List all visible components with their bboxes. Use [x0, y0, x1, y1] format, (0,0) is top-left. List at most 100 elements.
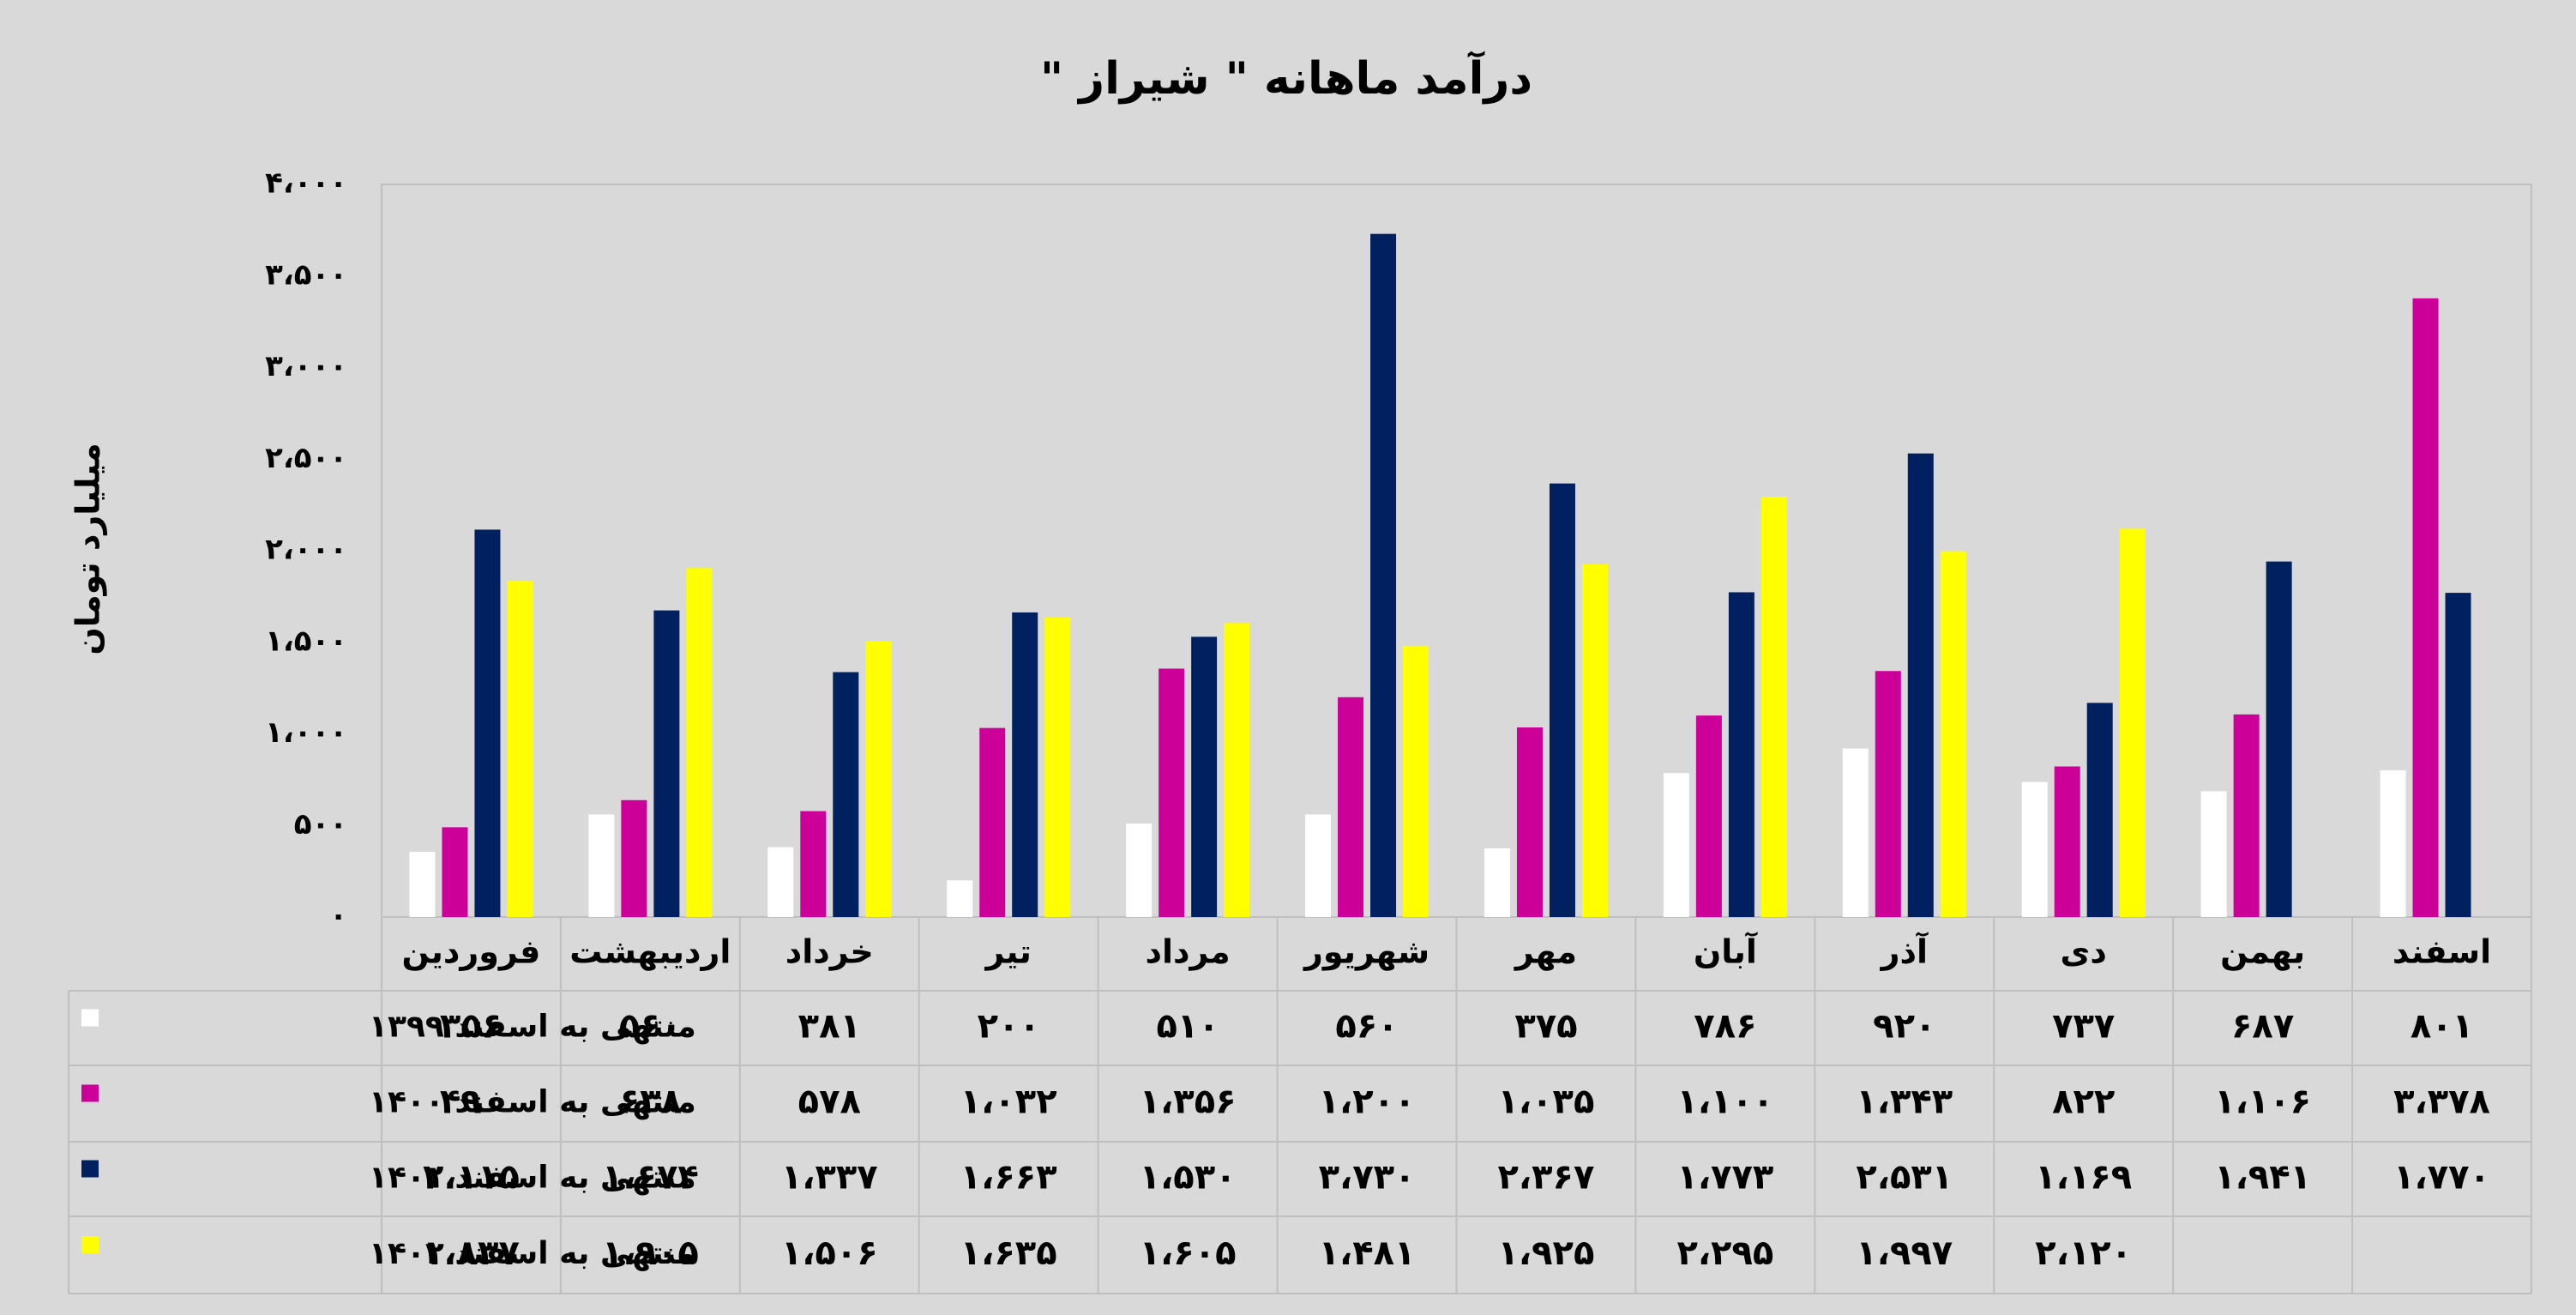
table-value: ۲،۵۳۱ [1856, 1158, 1953, 1197]
bar [1044, 617, 1071, 917]
table-value: ۳،۳۷۸ [2393, 1083, 2490, 1122]
table-value: ۲،۱۲۰ [2035, 1234, 2132, 1273]
bar [1549, 483, 1575, 917]
table-value: ۵۶۰ [619, 1007, 682, 1047]
bar [474, 529, 501, 917]
y-tick-label: ۲،۰۰۰ [265, 533, 347, 567]
y-tick-label: ۲،۵۰۰ [265, 441, 347, 475]
table-value: ۱،۵۳۰ [1140, 1158, 1237, 1197]
table-value: ۱،۹۲۵ [1498, 1234, 1595, 1273]
bar [1907, 453, 1934, 917]
bar [767, 847, 794, 917]
x-tick-label: بهمن [2220, 933, 2305, 971]
table-value: ۷۸۶ [1694, 1007, 1756, 1047]
legend-swatch [81, 1236, 99, 1253]
bar [1305, 814, 1332, 917]
bar [1760, 497, 1787, 917]
bar [1484, 848, 1510, 917]
y-tick-label: ۴،۰۰۰ [265, 166, 347, 201]
bar [1159, 668, 1185, 917]
x-tick-label: شهریور [1303, 933, 1429, 971]
x-tick-label: مرداد [1146, 933, 1231, 971]
bar [1224, 623, 1250, 917]
table-value: ۱،۶۶۳ [960, 1158, 1057, 1197]
x-tick-label: اردیبهشت [569, 933, 731, 971]
table-value: ۱،۶۷۴ [602, 1158, 699, 1197]
bar [2200, 791, 2227, 917]
bar [1728, 592, 1754, 917]
bar [507, 580, 533, 917]
table-value: ۱،۱۰۶ [2214, 1083, 2311, 1122]
bar [1940, 551, 1966, 917]
bar [1126, 823, 1153, 917]
table-value: ۱،۲۰۰ [1319, 1083, 1416, 1122]
table-value: ۱،۸۳۷ [423, 1234, 520, 1273]
bar [865, 641, 892, 917]
table-value: ۵۷۸ [798, 1083, 861, 1122]
table-value: ۱،۰۳۲ [960, 1083, 1057, 1122]
y-tick-label: ۱،۰۰۰ [265, 715, 347, 750]
legend-label: منتهی به اسفند ۱۳۹۹ [369, 1010, 696, 1045]
table-value: ۱،۳۴۳ [1856, 1083, 1953, 1122]
y-axis-label: میلیارد تومان [69, 443, 107, 654]
bar [1516, 727, 1543, 917]
bar [2119, 528, 2146, 917]
bar [2233, 714, 2260, 917]
x-tick-label: اسفند [2392, 933, 2491, 971]
table-value: ۹۲۰ [1873, 1007, 1935, 1047]
table-value: ۶۸۷ [2231, 1007, 2294, 1047]
bar [588, 814, 615, 917]
table-value: ۵۶۰ [1335, 1007, 1398, 1047]
bar [2380, 769, 2406, 917]
bar [2266, 561, 2292, 917]
bar [1338, 697, 1364, 917]
legend-label: منتهی به اسفند ۱۴۰۱ [369, 1161, 696, 1196]
bar [686, 568, 713, 917]
table-value: ۱،۹۹۷ [1856, 1234, 1953, 1273]
bar [2086, 703, 2113, 917]
table-value: ۱،۹۰۵ [602, 1234, 699, 1273]
bar [621, 799, 647, 917]
bar [1842, 748, 1869, 917]
chart-title: درآمد ماهانه " شیراز " [1040, 51, 1532, 105]
bar [1663, 773, 1689, 917]
table-value: ۱،۳۵۶ [1140, 1083, 1237, 1122]
bar [1370, 233, 1397, 917]
table-value: ۱،۶۳۵ [960, 1234, 1057, 1273]
bar [1875, 671, 1901, 917]
x-tick-label: فروردین [401, 933, 540, 972]
table-value: ۱،۱۰۰ [1676, 1083, 1773, 1122]
legend-label: منتهی به اسفند ۱۴۰۰ [369, 1085, 696, 1120]
legend-label: منتهی به اسفند ۱۴۰۲ [369, 1236, 696, 1271]
y-tick-label: ۵۰۰ [294, 807, 347, 841]
x-tick-label: مهر [1514, 933, 1577, 971]
table-value: ۸۰۱ [2410, 1007, 2473, 1047]
bar [979, 727, 1006, 917]
bar [1695, 715, 1722, 917]
bar [653, 610, 680, 917]
bar [833, 672, 859, 917]
bar [2054, 766, 2080, 917]
table-value: ۲،۲۹۵ [1676, 1234, 1773, 1273]
table-value: ۵۱۰ [1157, 1007, 1219, 1047]
bar [1581, 564, 1608, 917]
bar [1191, 636, 1218, 917]
bar [409, 851, 436, 917]
x-tick-label: تیر [984, 933, 1031, 971]
table-value: ۱،۴۸۱ [1319, 1234, 1416, 1273]
table-value: ۱،۳۳۷ [781, 1158, 878, 1197]
table-value: ۷۳۷ [2052, 1007, 2115, 1047]
table-value: ۲،۳۶۷ [1498, 1158, 1595, 1197]
bar [1012, 612, 1038, 917]
legend-swatch [81, 1009, 99, 1027]
table-value: ۱،۷۷۳ [1676, 1158, 1773, 1197]
table-value: ۱،۰۳۵ [1498, 1083, 1595, 1122]
table-value: ۳،۷۳۰ [1319, 1158, 1416, 1197]
y-tick-label: ۳،۵۰۰ [265, 257, 347, 292]
bar [1403, 645, 1429, 917]
bar [947, 880, 973, 917]
table-value: ۸۲۲ [2052, 1083, 2115, 1122]
